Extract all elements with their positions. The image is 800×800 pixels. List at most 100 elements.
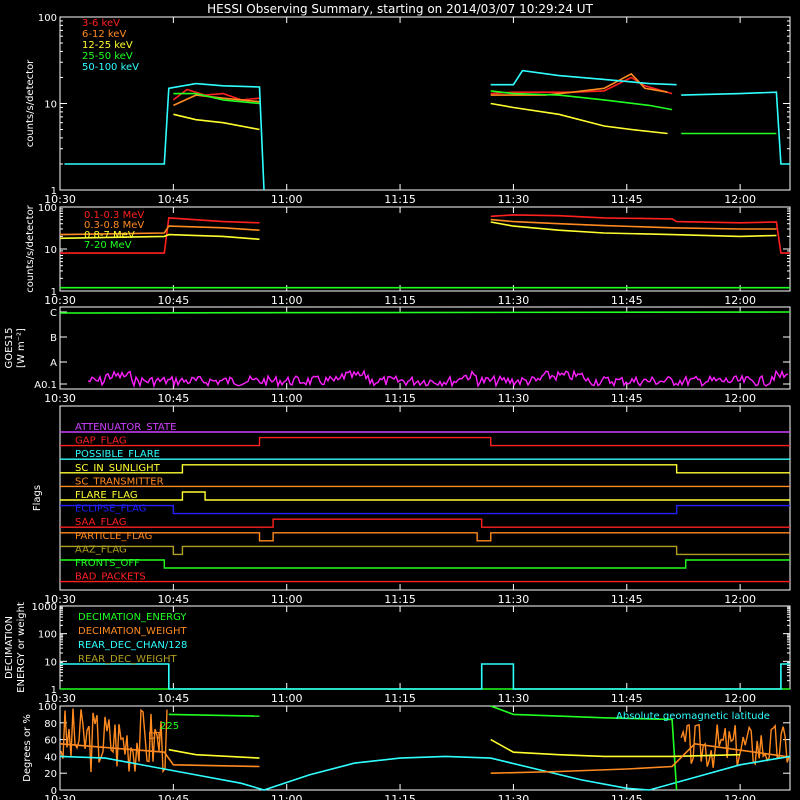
geo-y-tick-label: 60 (44, 736, 57, 747)
decimation-legend-entry: REAR_DEC_WEIGHT (78, 654, 177, 665)
x-tick-label: 11:15 (384, 294, 416, 307)
particle-legend-entry: 0.3-0.8 MeV (84, 220, 144, 231)
x-tick-label: 11:00 (271, 294, 303, 307)
x-tick-label: 11:30 (498, 294, 530, 307)
hxr-series-line (64, 82, 265, 191)
particle-series-line (490, 221, 777, 238)
x-tick-label: 12:00 (724, 793, 756, 800)
particle-y-axis-label: counts/s/detector (25, 204, 36, 292)
flag-line (60, 491, 790, 501)
hxr-legend-entry: 50-100 keV (82, 62, 139, 73)
x-tick-label: 10:45 (158, 692, 190, 705)
x-tick-label: 11:45 (611, 692, 643, 705)
x-tick-label: 12:00 (724, 294, 756, 307)
x-tick-label: 11:45 (611, 193, 643, 206)
flag-line (60, 545, 790, 556)
geo-noise-line (680, 723, 790, 768)
x-tick-label: 10:45 (158, 193, 190, 206)
particle-series-line (59, 233, 260, 241)
particle-series-line (59, 225, 260, 236)
flag-label: POSSIBLE_FLARE (75, 449, 160, 460)
decimation-legend-entry: REAR_DEC_CHAN/128 (78, 640, 187, 651)
x-tick-label: 11:30 (498, 193, 530, 206)
geo-noise-line (60, 708, 168, 774)
geo-y-tick-label: 80 (44, 719, 57, 730)
hxr-y-tick-label: 100 (38, 13, 57, 24)
particle-legend-entry: 0.1-0.3 MeV (84, 210, 144, 221)
x-tick-label: 11:00 (271, 692, 303, 705)
x-tick-label: 11:45 (611, 294, 643, 307)
decimation-y-tick-label: 10 (44, 657, 57, 668)
geo-series-line (168, 748, 260, 759)
x-tick-label: 10:30 (44, 692, 76, 705)
goes-y-tick-label: B (50, 333, 57, 344)
x-tick-label: 11:15 (384, 593, 416, 606)
goes-y-axis-label: GOES15 (4, 327, 15, 368)
flag-line (60, 518, 790, 528)
particle-series-line (60, 217, 260, 254)
hxr-legend-entry: 6-12 keV (82, 29, 126, 40)
flag-label: PARTICLE_FLAG (75, 531, 152, 542)
decimation-series-line (60, 663, 790, 690)
flag-label: AAZ_FLAG (75, 544, 127, 555)
geo-y-tick-label: 40 (44, 752, 57, 763)
decimation-y-tick-label: 1 (51, 685, 57, 696)
x-tick-label: 12:00 (724, 392, 756, 405)
decimation-y-axis-label: DECIMATION (4, 616, 15, 679)
particle-y-tick-label: 10 (44, 245, 57, 256)
panel-frame-6 (59, 705, 791, 791)
hxr-series-line (173, 94, 260, 107)
decimation-y-axis-label-2: ENERGY or weight (16, 602, 27, 693)
goes-y-tick-label: C (50, 308, 57, 319)
hxr-series-line (173, 92, 260, 105)
x-tick-label: 11:00 (271, 593, 303, 606)
particle-legend-entry: 0.8-7 MeV (84, 230, 135, 241)
x-tick-label: 11:30 (498, 593, 530, 606)
x-tick-label: 11:00 (271, 793, 303, 800)
hxr-legend-entry: 3-6 keV (82, 18, 120, 29)
chart-title: HESSI Observing Summary, starting on 201… (207, 2, 593, 16)
geo-series-line (59, 743, 260, 768)
hxr-y-tick-label: 10 (44, 100, 57, 111)
goes-y-tick-label: A (50, 358, 57, 369)
hxr-series-line (490, 90, 673, 111)
panel-frame-3 (59, 306, 791, 390)
geo-y-tick-label: 100 (38, 702, 57, 713)
flag-label: SC_TRANSMITTER (75, 476, 164, 487)
geo-series-line (168, 713, 260, 717)
x-tick-label: 11:00 (271, 193, 303, 206)
x-tick-label: 11:30 (498, 793, 530, 800)
particle-legend-entry: 7-20 MeV (84, 240, 132, 251)
x-tick-label: 11:30 (498, 692, 530, 705)
hxr-y-tick-label: 1 (51, 186, 57, 197)
flag-line (60, 464, 790, 474)
flag-line (60, 532, 790, 542)
x-tick-label: 11:45 (611, 593, 643, 606)
panel-frame-1 (59, 16, 791, 191)
goes-y-axis-unit: [W m⁻²] (16, 328, 27, 368)
flag-label: ATTENUATOR_STATE (75, 422, 176, 433)
x-tick-label: 12:00 (724, 593, 756, 606)
geo-annotation: Absolute geomagnetic latitude (616, 711, 770, 722)
geo-legend-fragment: DT (148, 731, 163, 742)
hxr-series-line (490, 102, 668, 135)
hxr-y-axis-label: counts/s/detector (25, 59, 36, 147)
flag-label: FLARE_FLAG (75, 490, 138, 501)
x-tick-label: 11:45 (611, 793, 643, 800)
hxr-series-line (490, 72, 668, 96)
flags-y-axis-label: Flags (32, 485, 43, 511)
particle-y-tick-label: 1 (51, 287, 57, 298)
particle-series-line (490, 218, 777, 230)
hxr-series-line (681, 91, 790, 165)
goes-y-tick-label: A0.1 (34, 380, 57, 391)
flag-label: SC_IN_SUNLIGHT (75, 463, 161, 474)
x-tick-label: 11:15 (384, 193, 416, 206)
x-tick-label: 11:45 (611, 392, 643, 405)
x-tick-label: 12:00 (724, 692, 756, 705)
x-tick-label: 10:30 (44, 294, 76, 307)
particle-y-tick-label: 100 (38, 203, 57, 214)
particle-series-line (490, 214, 790, 254)
goes-series-line (87, 368, 789, 389)
flag-line (60, 504, 790, 515)
goes-series-line (59, 311, 791, 314)
